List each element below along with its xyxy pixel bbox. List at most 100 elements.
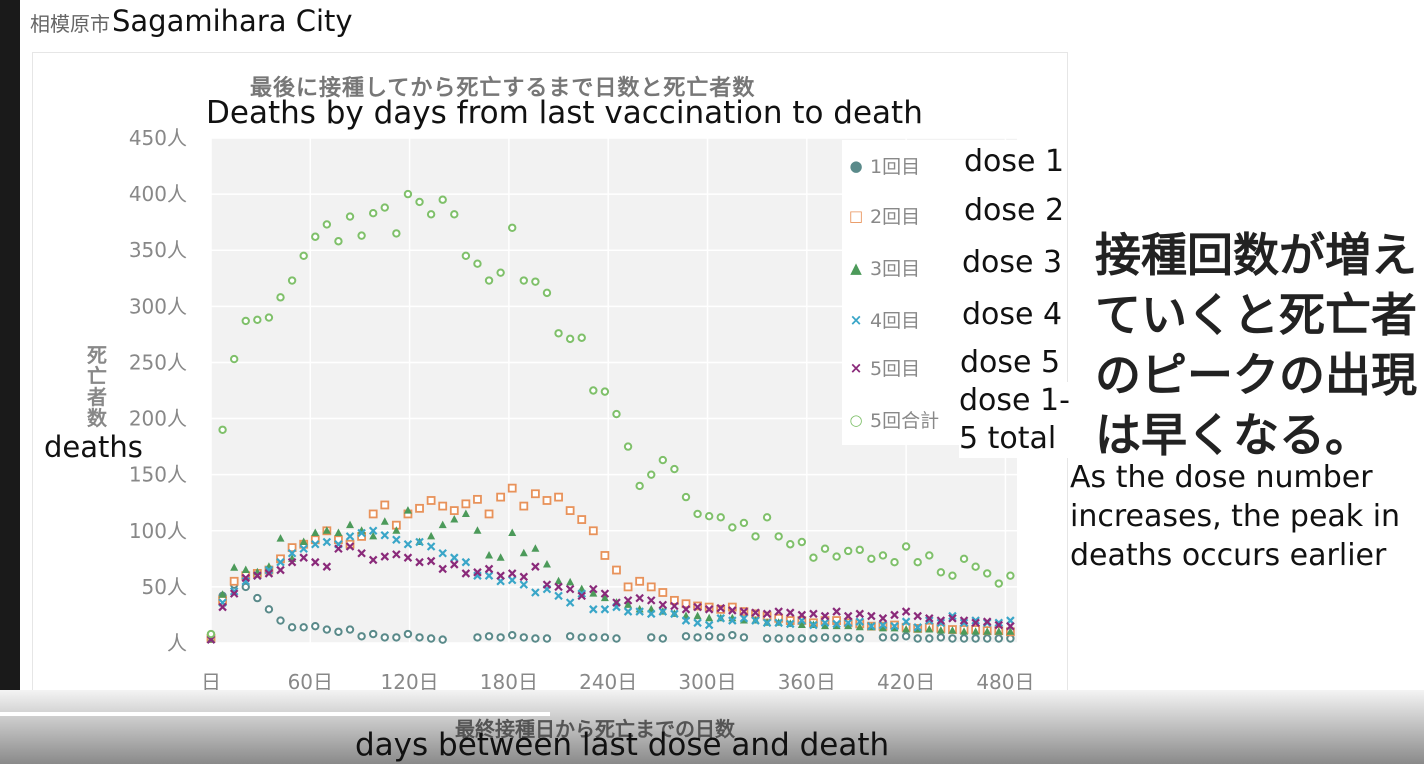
data-point-series-4: [913, 623, 922, 632]
data-point-series-4: [380, 530, 390, 540]
data-point-series-3: [925, 625, 934, 633]
data-point-series-4: [357, 528, 366, 538]
data-point-series-5: [971, 618, 980, 628]
data-point-series-5: [345, 542, 355, 551]
data-point-series-4: [994, 618, 1004, 628]
data-point-series-6: [345, 212, 355, 221]
data-point-series-6: [426, 210, 436, 219]
city-name-jp: 相模原市: [30, 12, 110, 36]
data-point-series-1: [647, 633, 656, 642]
data-point-series-3: [821, 621, 830, 630]
data-point-series-6: [253, 315, 262, 324]
data-point-series-6: [867, 554, 876, 564]
data-point-series-5: [728, 606, 737, 615]
data-point-series-1: [299, 623, 308, 632]
data-point-series-6: [565, 334, 575, 344]
data-point-series-5: [936, 616, 946, 625]
data-point-series-2: [449, 506, 459, 515]
data-point-series-1: [264, 605, 274, 614]
data-point-series-3: [496, 553, 505, 561]
data-point-series-1: [901, 632, 911, 641]
data-point-series-1: [774, 634, 783, 643]
data-point-series-6: [508, 223, 517, 232]
data-point-series-5: [589, 584, 598, 594]
data-point-series-6: [287, 276, 297, 285]
data-point-series-4: [507, 575, 517, 585]
data-point-series-4: [658, 607, 668, 616]
data-point-series-3: [542, 559, 551, 568]
data-point-series-1: [959, 634, 969, 643]
data-point-series-1: [693, 633, 702, 642]
data-point-series-5: [380, 552, 390, 561]
data-point-series-2: [415, 503, 424, 513]
data-point-series-4: [438, 548, 447, 558]
data-point-series-6: [774, 532, 783, 541]
data-point-series-4: [403, 539, 413, 549]
data-point-series-4: [461, 557, 471, 567]
data-point-series-4: [867, 621, 876, 631]
data-point-series-6: [635, 481, 644, 491]
data-point-series-5: [357, 548, 366, 558]
progress-line: [0, 712, 550, 716]
data-point-series-5: [948, 614, 957, 623]
annotation-jp: 接種回数が増えていくと死亡者のピークの出現は早くなる。: [1095, 228, 1417, 462]
data-point-series-1: [878, 633, 888, 642]
data-point-series-5: [785, 608, 795, 617]
legend-item-dose4: × 4回目: [842, 306, 920, 333]
data-point-series-3: [531, 544, 540, 552]
data-point-series-4: [971, 616, 980, 625]
data-point-series-4: [577, 589, 587, 598]
data-point-series-1: [843, 633, 853, 642]
data-point-series-5: [890, 610, 899, 620]
data-point-series-4: [925, 616, 934, 625]
data-point-series-5: [855, 609, 865, 619]
data-point-series-6: [925, 551, 934, 560]
data-point-series-1: [936, 633, 946, 642]
data-point-series-6: [392, 229, 401, 238]
data-point-series-5: [878, 614, 888, 623]
data-point-series-4: [901, 617, 911, 626]
legend-marker-circle-icon: ○: [849, 410, 863, 429]
data-point-series-4: [322, 537, 332, 547]
y-tick-label: 350人: [129, 238, 187, 262]
data-point-series-1: [403, 629, 413, 639]
data-point-series-6: [589, 386, 598, 395]
data-point-series-1: [704, 632, 714, 641]
data-point-series-1: [739, 633, 749, 642]
data-point-series-6: [531, 277, 540, 286]
data-point-series-1: [809, 634, 818, 643]
legend-item-total: ○ 5回合計: [842, 406, 939, 433]
data-point-series-5: [612, 598, 621, 607]
data-point-series-5: [716, 603, 726, 613]
left-edge-bar: [0, 0, 20, 764]
data-point-series-6: [878, 551, 888, 560]
data-point-series-6: [311, 232, 320, 241]
legend-label-jp: 5回目: [870, 358, 921, 380]
data-point-series-6: [403, 189, 413, 199]
data-point-series-1: [496, 633, 505, 642]
data-point-series-1: [345, 625, 355, 634]
annotation-en: As the dose number increases, the peak i…: [1070, 460, 1401, 573]
data-point-series-5: [925, 614, 934, 623]
legend-label-jp: 1回目: [870, 156, 921, 178]
data-point-series-6: [913, 558, 922, 567]
x-axis-label-en: days between last dose and death: [355, 727, 890, 763]
data-point-series-3: [693, 611, 702, 620]
data-point-series-6: [450, 210, 459, 219]
data-point-series-3: [299, 537, 308, 545]
data-point-series-6: [647, 470, 656, 479]
data-point-series-6: [218, 425, 227, 434]
y-tick-label: 200人: [129, 407, 187, 431]
data-point-series-5: [264, 569, 274, 578]
data-point-series-6: [658, 455, 668, 465]
data-point-series-6: [276, 293, 285, 302]
data-point-series-6: [438, 195, 447, 204]
data-point-series-4: [670, 609, 679, 619]
chart-title-jp: 最後に接種してから死亡するまで日数と死亡者数: [250, 76, 756, 101]
data-point-series-5: [577, 591, 587, 601]
data-point-series-5: [646, 596, 656, 605]
data-point-series-5: [334, 544, 343, 554]
data-point-series-4: [751, 616, 760, 625]
legend-label-jp: 2回目: [870, 206, 921, 228]
data-point-series-1: [542, 634, 552, 643]
